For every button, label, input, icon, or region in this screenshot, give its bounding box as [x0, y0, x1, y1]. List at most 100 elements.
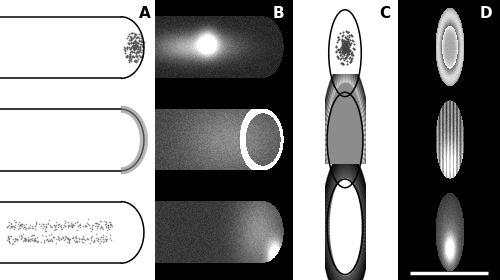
Point — [136, 46, 144, 51]
Point — [78, 237, 86, 241]
Point — [58, 225, 66, 230]
Point — [342, 47, 349, 52]
Point — [340, 43, 348, 47]
Point — [130, 46, 138, 50]
Point — [348, 56, 356, 61]
Point — [64, 220, 72, 224]
Point — [126, 57, 134, 62]
Point — [57, 237, 65, 241]
Point — [62, 235, 70, 239]
Point — [343, 44, 351, 48]
Point — [130, 44, 138, 49]
Point — [344, 50, 351, 55]
Point — [334, 55, 342, 59]
Point — [336, 50, 344, 54]
Point — [130, 33, 138, 38]
Point — [334, 35, 342, 40]
Point — [26, 223, 34, 228]
Point — [4, 234, 12, 239]
Point — [348, 50, 356, 55]
Point — [46, 233, 54, 237]
Point — [342, 41, 350, 46]
Point — [343, 47, 351, 51]
Point — [66, 240, 74, 245]
Point — [90, 239, 98, 244]
Point — [82, 224, 90, 229]
Point — [105, 227, 113, 231]
Point — [14, 221, 22, 226]
Point — [332, 40, 340, 44]
Point — [342, 47, 349, 52]
Point — [130, 47, 138, 52]
Point — [14, 237, 22, 241]
Point — [5, 220, 13, 224]
Point — [4, 235, 12, 239]
Point — [136, 45, 144, 49]
Point — [48, 239, 56, 243]
Point — [54, 223, 62, 227]
Point — [16, 223, 24, 227]
Point — [341, 46, 349, 51]
Point — [104, 224, 112, 228]
Point — [80, 236, 88, 241]
Point — [132, 32, 140, 36]
Point — [136, 34, 144, 38]
Point — [72, 234, 80, 239]
Point — [42, 222, 50, 226]
Point — [87, 229, 95, 234]
Point — [68, 223, 76, 228]
Point — [343, 46, 351, 50]
Point — [342, 43, 350, 48]
Point — [133, 50, 141, 55]
Point — [132, 42, 140, 46]
Point — [342, 48, 349, 53]
Point — [75, 223, 83, 227]
Point — [125, 55, 133, 60]
Point — [122, 45, 130, 49]
Point — [350, 41, 358, 46]
Point — [16, 237, 24, 242]
Point — [342, 46, 349, 50]
Text: D: D — [479, 6, 492, 21]
Point — [130, 46, 138, 51]
Point — [339, 56, 347, 60]
Point — [126, 38, 134, 42]
Point — [97, 239, 105, 244]
Point — [21, 237, 29, 242]
Point — [134, 44, 142, 48]
Point — [134, 45, 142, 50]
Point — [69, 235, 77, 239]
Point — [128, 48, 136, 53]
Point — [32, 235, 40, 239]
Point — [340, 45, 348, 49]
Point — [344, 38, 351, 43]
Point — [130, 46, 138, 50]
Point — [64, 236, 72, 240]
Point — [341, 46, 349, 50]
Point — [342, 55, 350, 60]
Point — [342, 36, 350, 41]
Point — [32, 221, 40, 226]
Point — [10, 239, 18, 243]
Point — [40, 224, 48, 228]
Point — [130, 47, 138, 51]
Point — [131, 45, 139, 50]
Point — [54, 225, 62, 229]
Point — [341, 45, 349, 50]
Point — [348, 41, 356, 45]
Point — [340, 42, 348, 46]
Point — [66, 224, 74, 228]
Point — [128, 36, 136, 40]
Point — [28, 233, 36, 237]
Point — [86, 226, 94, 230]
Point — [8, 225, 16, 229]
Point — [132, 33, 140, 38]
Point — [32, 227, 40, 231]
Point — [130, 34, 138, 39]
Point — [344, 50, 352, 54]
Point — [135, 38, 143, 43]
Point — [104, 223, 112, 227]
Point — [61, 221, 69, 225]
Point — [6, 238, 14, 243]
Point — [130, 44, 138, 49]
